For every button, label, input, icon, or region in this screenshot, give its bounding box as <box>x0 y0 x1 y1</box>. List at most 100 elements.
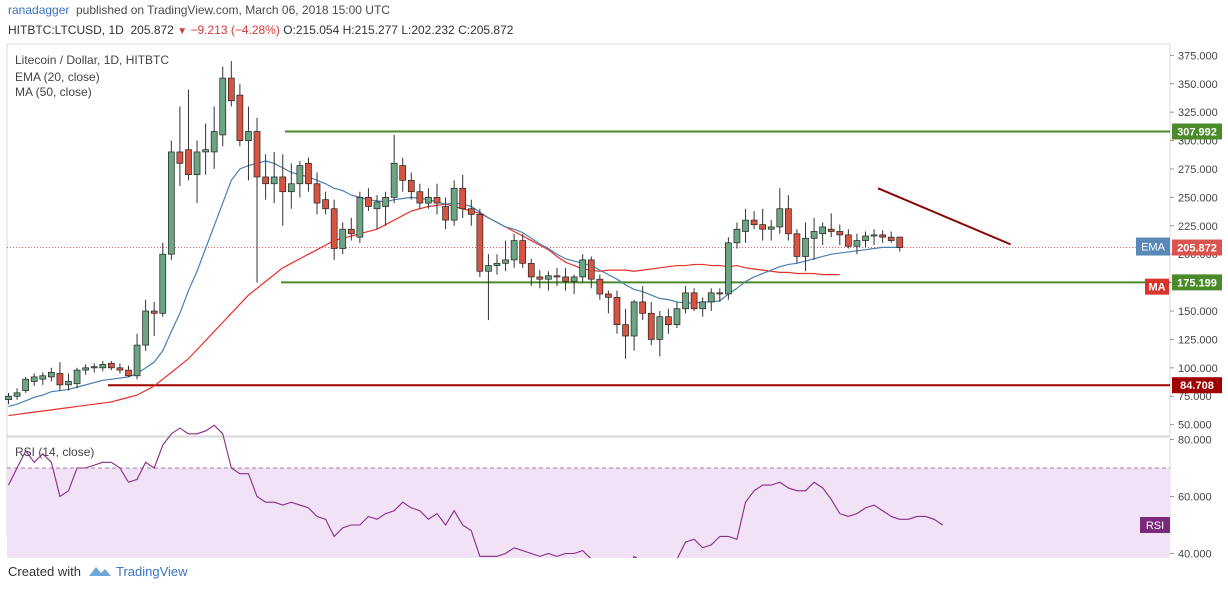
publish-info: published on TradingView.com, March 06, … <box>76 3 390 17</box>
y-tick-label: 375.000 <box>1178 50 1218 62</box>
descending-trendline <box>877 187 1012 246</box>
candle-body <box>236 94 244 141</box>
candle-body <box>313 183 321 204</box>
candle-body <box>510 240 518 261</box>
candle-body <box>125 369 132 377</box>
candle-body <box>356 197 364 238</box>
candle-body <box>870 234 878 237</box>
level-tag <box>1172 377 1222 394</box>
candle-body <box>296 165 304 185</box>
candle-body <box>390 162 398 198</box>
down-arrow-icon: ▼ <box>177 26 188 37</box>
candle-body <box>682 292 689 310</box>
candle-body <box>810 231 818 239</box>
price-pane-frame <box>6 43 1171 437</box>
candle-body <box>253 131 261 178</box>
candle-body <box>536 276 544 280</box>
rsi-line <box>8 424 943 558</box>
candle-body <box>459 187 467 210</box>
candle-body <box>827 228 835 232</box>
symbol-label: HITBTC:LTCUSD, 1D <box>8 23 124 37</box>
candle-body <box>262 176 269 185</box>
candle-body <box>896 236 904 248</box>
last-price-tag <box>1172 239 1222 256</box>
ma-tag-label: MA <box>1148 282 1165 294</box>
candle-body <box>887 236 895 241</box>
candle-body <box>193 151 201 176</box>
candle-body <box>245 131 252 141</box>
candle-body <box>785 208 792 235</box>
candle-body <box>699 301 707 310</box>
candle-body <box>759 224 767 230</box>
rsi-tick-label: 80.000 <box>1178 435 1212 447</box>
ema-tag <box>1136 237 1170 256</box>
candle-body <box>47 372 55 378</box>
candle-body <box>630 301 638 337</box>
y-tick-label: 50.000 <box>1178 420 1212 432</box>
candle-body <box>347 228 355 235</box>
candle-body <box>185 149 192 176</box>
candle-body <box>665 316 672 325</box>
level-tag-label: 175.199 <box>1177 277 1217 289</box>
candle-body <box>339 228 347 249</box>
candle-body <box>399 165 407 181</box>
publish-header: ranadagger published on TradingView.com,… <box>0 0 1228 20</box>
candle-body <box>545 275 552 280</box>
candle-body <box>613 297 621 325</box>
candle-body <box>442 206 449 221</box>
created-with-label: Created with <box>8 564 81 579</box>
candle-body <box>767 226 775 230</box>
y-tick-label: 225.000 <box>1178 221 1218 233</box>
level-tag <box>1172 123 1222 140</box>
candle-body <box>605 293 612 298</box>
candle-body <box>13 392 21 397</box>
candle-body <box>725 242 732 295</box>
author-name[interactable]: ranadagger <box>8 3 70 17</box>
candle-body <box>485 265 492 272</box>
candle-body <box>707 292 715 303</box>
candle-body <box>39 375 47 380</box>
candle-body <box>527 262 535 278</box>
chart-title: Litecoin / Dollar, 1D, HITBTC <box>15 53 169 67</box>
indicator-legend: MA (50, close) <box>15 85 92 99</box>
rsi-legend: RSI (14, close) <box>15 445 94 459</box>
level-tag <box>1172 274 1222 291</box>
candle-body <box>450 187 458 221</box>
candle-body <box>287 183 295 193</box>
price-chart[interactable]: 375.000350.000325.000300.000275.000250.0… <box>0 0 1228 558</box>
candle-body <box>373 201 381 210</box>
close-value: C:205.872 <box>458 23 514 37</box>
open-value: O:215.054 <box>283 23 340 37</box>
ma-tag <box>1145 278 1169 295</box>
low-value: L:202.232 <box>401 23 455 37</box>
candle-body <box>433 197 441 204</box>
candle-body <box>793 233 801 257</box>
y-tick-label: 275.000 <box>1178 164 1218 176</box>
candle-body <box>22 378 29 391</box>
candle-body <box>587 259 595 280</box>
candle-body <box>305 162 312 185</box>
candle-body <box>845 234 852 247</box>
candle-body <box>176 151 184 164</box>
candle-body <box>519 240 527 264</box>
candle-body <box>167 151 175 255</box>
candle-body <box>330 208 338 249</box>
candle-body <box>502 259 509 264</box>
footer: Created with TradingView <box>0 558 1228 589</box>
candle-body <box>776 208 784 228</box>
candle-body <box>622 324 629 337</box>
candle-body <box>802 237 809 257</box>
candle-body <box>365 197 372 207</box>
tradingview-link[interactable]: TradingView <box>116 564 188 579</box>
candle-body <box>5 395 12 400</box>
candle-body <box>853 240 861 247</box>
candle-body <box>90 366 98 369</box>
ma-line <box>8 203 840 417</box>
candle-body <box>742 219 749 232</box>
candle-body <box>150 310 158 314</box>
candle-body <box>407 179 415 193</box>
candle-body <box>579 259 587 278</box>
y-tick-label: 150.000 <box>1178 306 1218 318</box>
y-tick-label: 125.000 <box>1178 334 1218 346</box>
high-value: H:215.277 <box>342 23 398 37</box>
